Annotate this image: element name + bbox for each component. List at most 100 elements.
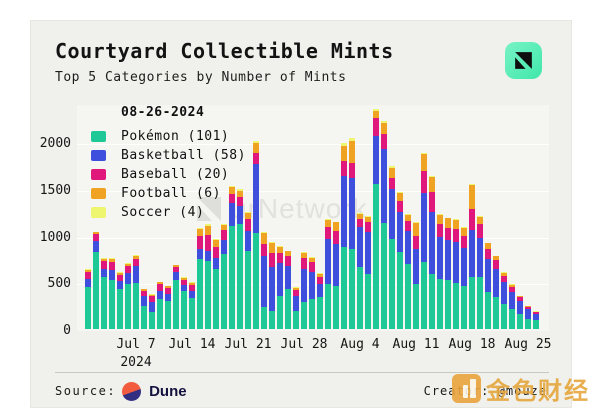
- bar-segment-basketball: [485, 259, 491, 292]
- legend-date: 08-26-2024: [121, 105, 205, 120]
- dune-logo-icon: [122, 381, 142, 401]
- bar-segment-soccer: [373, 109, 379, 112]
- bar-segment-pok-mon: [197, 259, 203, 329]
- bar-segment-basketball: [125, 272, 131, 285]
- bar-segment-basketball: [533, 314, 539, 320]
- bar-segment-football: [445, 218, 451, 228]
- bar-segment-baseball: [437, 224, 443, 237]
- bar-segment-baseball: [173, 266, 179, 273]
- stacked-bar: [253, 140, 259, 329]
- x-axis-label: Jul 14: [168, 337, 216, 352]
- bar-segment-football: [141, 289, 147, 291]
- bar-segment-football: [149, 294, 155, 297]
- bar-segment-baseball: [373, 117, 379, 136]
- bar-segment-football: [109, 259, 115, 262]
- bar-segment-baseball: [189, 285, 195, 291]
- bar-segment-football: [301, 253, 307, 259]
- bar-segment-baseball: [181, 279, 187, 286]
- bar-segment-football: [533, 311, 539, 313]
- bar-segment-basketball: [445, 240, 451, 281]
- stacked-bar: [349, 137, 355, 329]
- bar-segment-baseball: [141, 290, 147, 296]
- bar-segment-football: [461, 227, 467, 236]
- stacked-bar: [389, 165, 395, 329]
- bar-segment-baseball: [85, 272, 91, 280]
- legend-label: Football (6): [121, 186, 221, 201]
- bar-segment-baseball: [493, 260, 499, 270]
- bar-segment-soccer: [85, 269, 91, 270]
- bar-segment-baseball: [501, 276, 507, 283]
- bar-segment-baseball: [413, 235, 419, 250]
- bar-segment-basketball: [229, 202, 235, 226]
- bar-segment-football: [197, 228, 203, 236]
- bar-segment-basketball: [157, 290, 163, 300]
- stacked-bar: [445, 217, 451, 329]
- bar-segment-pok-mon: [301, 302, 307, 329]
- bar-segment-football: [509, 284, 515, 287]
- bar-segment-basketball: [109, 269, 115, 280]
- bar-segment-soccer: [133, 254, 139, 256]
- stacked-bar: [125, 262, 131, 329]
- bar-segment-soccer: [125, 262, 131, 264]
- bar-segment-soccer: [229, 185, 235, 187]
- stacked-bar: [517, 295, 523, 329]
- bar-segment-baseball: [301, 258, 307, 270]
- bar-segment-football: [157, 282, 163, 285]
- bar-segment-football: [317, 273, 323, 278]
- stacked-bar: [477, 215, 483, 329]
- bar-segment-pok-mon: [221, 253, 227, 329]
- bar-segment-basketball: [173, 272, 179, 281]
- bar-segment-baseball: [157, 284, 163, 291]
- bar-segment-basketball: [197, 249, 203, 260]
- jinse-finance-watermark-text: 金色财经: [486, 377, 590, 405]
- bar-segment-pok-mon: [229, 225, 235, 329]
- stacked-bar: [341, 142, 347, 329]
- stacked-bar: [165, 285, 171, 329]
- page-title: Courtyard Collectible Mints: [55, 39, 394, 63]
- bar-segment-soccer: [405, 213, 411, 215]
- stacked-bar: [101, 257, 107, 329]
- stacked-bar: [261, 232, 267, 329]
- bar-segment-basketball: [493, 269, 499, 298]
- stacked-bar: [501, 272, 507, 329]
- bar-segment-basketball: [421, 192, 427, 263]
- bar-segment-baseball: [285, 256, 291, 266]
- bar-segment-pok-mon: [93, 252, 99, 329]
- bar-segment-soccer: [93, 231, 99, 233]
- bar-segment-baseball: [229, 194, 235, 203]
- bar-segment-baseball: [269, 252, 275, 268]
- bar-segment-soccer: [317, 273, 323, 274]
- bar-segment-soccer: [493, 255, 499, 257]
- bar-segment-baseball: [421, 170, 427, 193]
- bar-segment-soccer: [253, 140, 259, 143]
- bar-segment-soccer: [309, 256, 315, 258]
- bar-segment-baseball: [165, 288, 171, 295]
- bar-segment-baseball: [133, 258, 139, 266]
- bar-segment-soccer: [429, 175, 435, 177]
- bar-segment-soccer: [197, 227, 203, 229]
- bar-segment-pok-mon: [349, 249, 355, 329]
- bar-segment-basketball: [117, 280, 123, 290]
- bar-segment-baseball: [461, 235, 467, 248]
- bar-segment-baseball: [389, 177, 395, 190]
- bar-segment-football: [485, 243, 491, 249]
- bar-segment-basketball: [165, 294, 171, 301]
- bar-segment-football: [253, 142, 259, 153]
- bar-segment-football: [365, 217, 371, 223]
- stacked-bar: [357, 212, 363, 329]
- bar-segment-baseball: [453, 229, 459, 243]
- stacked-bar: [525, 305, 531, 329]
- bar-segment-basketball: [253, 164, 259, 233]
- bar-segment-soccer: [293, 286, 299, 288]
- bar-segment-basketball: [237, 205, 243, 225]
- bar-segment-football: [357, 213, 363, 220]
- bar-segment-baseball: [325, 227, 331, 240]
- legend-label: Pokémon (101): [121, 129, 230, 144]
- bar-segment-pok-mon: [181, 290, 187, 329]
- bar-segment-basketball: [397, 212, 403, 253]
- bar-segment-pok-mon: [245, 250, 251, 329]
- stacked-bar: [301, 252, 307, 329]
- bar-segment-soccer: [397, 192, 403, 194]
- bar-segment-pok-mon: [173, 280, 179, 329]
- legend-item-soccer: Soccer (4): [91, 203, 246, 222]
